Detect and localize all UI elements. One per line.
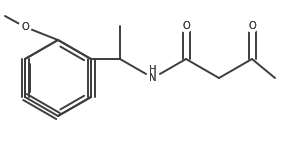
Text: O: O — [248, 21, 256, 31]
Text: O: O — [182, 21, 190, 31]
Text: O: O — [21, 22, 29, 32]
Circle shape — [148, 65, 158, 75]
Circle shape — [147, 72, 159, 84]
Text: O: O — [21, 22, 29, 32]
Text: H: H — [149, 65, 157, 75]
Text: N: N — [149, 73, 157, 83]
Circle shape — [180, 20, 192, 32]
Circle shape — [246, 20, 258, 32]
Text: O: O — [182, 21, 190, 31]
Text: H: H — [149, 65, 157, 75]
Text: N: N — [149, 73, 157, 83]
Text: O: O — [248, 21, 256, 31]
Circle shape — [19, 21, 31, 33]
